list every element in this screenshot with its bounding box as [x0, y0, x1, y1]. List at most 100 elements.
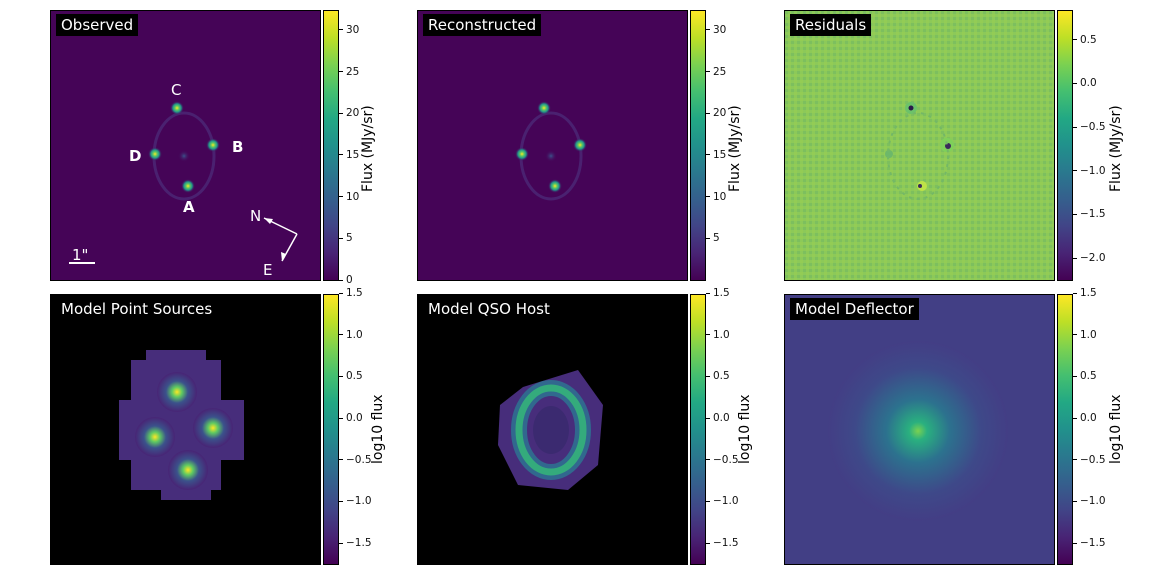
- colorbar-tick: 0.0: [706, 412, 730, 424]
- colorbar-tick: −0.5: [706, 454, 739, 466]
- colorbar-observed: [323, 10, 339, 281]
- colorbar-tick: 30: [706, 24, 726, 36]
- colorbar-tick: 25: [706, 66, 726, 78]
- colorbar-tick-label: 25: [346, 65, 360, 78]
- colorbar-tick-label: 5: [713, 232, 720, 245]
- colorbar-tick: −1.5: [706, 537, 739, 549]
- point-sources-heatmap: [51, 295, 320, 564]
- image-c-spot: [170, 101, 184, 115]
- colorbar-tick: 1.0: [706, 329, 730, 341]
- colorbar-tick-label: 1.5: [1080, 287, 1097, 299]
- colorbar-tick-label: 1.0: [713, 328, 730, 341]
- observed-heatmap: [51, 11, 320, 280]
- scale-bar-label: 1": [72, 246, 89, 264]
- colorbar-tick-label: 30: [713, 23, 727, 36]
- colorbar-tick: −1.5: [1073, 537, 1106, 549]
- colorbar-tick-label: 0.5: [713, 370, 730, 383]
- deflector-heatmap: [785, 295, 1054, 564]
- colorbar-tick: 1.5: [339, 287, 363, 299]
- panel-title-deflector: Model Deflector: [790, 298, 919, 320]
- colorbar-tick-label: −1.0: [713, 495, 739, 508]
- colorbar-tick: −1.5: [1073, 208, 1106, 220]
- colorbar-tick: −1.0: [1073, 165, 1106, 177]
- colorbar-tick-label: 5: [346, 232, 353, 245]
- colorbar-tick-label: −1.5: [1080, 208, 1106, 221]
- colorbar-ticks-deflector: 1.5 1.0 0.5 0.0 −0.5 −1.0 −1.5: [1073, 287, 1113, 565]
- image-a-spot: [181, 179, 195, 193]
- colorbar-qso-host: [690, 294, 706, 565]
- colorbar-tick-label: 1.0: [1080, 328, 1097, 341]
- compass-north: N: [250, 207, 262, 225]
- colorbar-tick: 1.0: [339, 329, 363, 341]
- colorbar-tick: 10: [339, 191, 359, 203]
- colorbar-tick-label: −1.5: [1080, 537, 1106, 550]
- colorbar-tick: −1.0: [339, 495, 372, 507]
- image-d-spot: [148, 147, 162, 161]
- colorbar-tick: 0.5: [1073, 34, 1097, 46]
- colorbar-label-qso-host: log10 flux: [737, 394, 753, 464]
- colorbar-tick: −1.5: [339, 537, 372, 549]
- colorbar-tick: 0.0: [339, 412, 363, 424]
- colorbar-tick: 5: [706, 232, 720, 244]
- image-label-d: D: [129, 147, 142, 165]
- panel-title-residuals: Residuals: [790, 14, 872, 36]
- colorbar-tick-label: 0: [346, 274, 353, 286]
- colorbar-tick-label: 20: [346, 107, 360, 120]
- residuals-heatmap: [785, 11, 1054, 280]
- colorbar-tick-label: −0.5: [1080, 121, 1106, 134]
- qso-host-image: Model QSO Host: [417, 294, 688, 565]
- colorbar-tick-label: 30: [346, 23, 360, 36]
- colorbar-tick: −1.0: [706, 495, 739, 507]
- colorbar-tick: −0.5: [1073, 121, 1106, 133]
- colorbar-point-sources: [323, 294, 339, 565]
- qso-host-heatmap: [418, 295, 687, 564]
- colorbar-label-point-sources: log10 flux: [370, 394, 386, 464]
- colorbar-ticks-qso-host: 1.5 1.0 0.5 0.0 −0.5 −1.0 −1.5: [706, 287, 746, 565]
- colorbar-tick: 10: [706, 191, 726, 203]
- colorbar-tick-label: −0.5: [713, 453, 739, 466]
- colorbar-label-deflector: log10 flux: [1108, 394, 1124, 464]
- reconstructed-heatmap: [418, 11, 687, 280]
- colorbar-tick: 15: [339, 149, 359, 161]
- colorbar-ticks-reconstructed: 30 25 20 15 10 5: [706, 10, 736, 281]
- colorbar-tick-label: 0.0: [1080, 412, 1097, 425]
- colorbar-tick: 0: [339, 274, 353, 286]
- colorbar-tick: 0.0: [1073, 77, 1097, 89]
- colorbar-ticks-observed: 30 25 20 15 10 5 0: [339, 10, 369, 286]
- colorbar-tick-label: 0.5: [1080, 33, 1097, 46]
- panel-title-qso-host: Model QSO Host: [423, 298, 555, 320]
- colorbar-tick-label: −1.5: [713, 537, 739, 550]
- colorbar-tick: 1.5: [706, 287, 730, 299]
- colorbar-label-observed: Flux (MJy/sr): [360, 105, 376, 192]
- colorbar-tick-label: 1.0: [346, 328, 363, 341]
- colorbar-tick-label: −1.0: [346, 495, 372, 508]
- colorbar-tick: −0.5: [1073, 454, 1106, 466]
- panel-title-point-sources: Model Point Sources: [56, 298, 218, 320]
- colorbar-tick: −1.0: [1073, 495, 1106, 507]
- residuals-image: Residuals: [784, 10, 1055, 281]
- colorbar-tick: 1.0: [1073, 329, 1097, 341]
- colorbar-label-residuals: Flux (MJy/sr): [1108, 105, 1124, 192]
- colorbar-tick: 5: [339, 232, 353, 244]
- reconstructed-image: Reconstructed: [417, 10, 688, 281]
- colorbar-tick-label: 15: [713, 148, 727, 161]
- panel-title-reconstructed: Reconstructed: [423, 14, 542, 36]
- colorbar-tick-label: −1.0: [1080, 495, 1106, 508]
- colorbar-tick: 0.5: [339, 370, 363, 382]
- colorbar-tick-label: −1.0: [1080, 164, 1106, 177]
- colorbar-tick-label: 0.0: [1080, 77, 1097, 90]
- compass-east: E: [263, 261, 273, 279]
- colorbar-tick-label: 25: [713, 65, 727, 78]
- colorbar-label-reconstructed: Flux (MJy/sr): [727, 105, 743, 192]
- colorbar-tick: 0.0: [1073, 412, 1097, 424]
- colorbar-tick-label: −0.5: [346, 453, 372, 466]
- image-label-c: C: [171, 81, 182, 99]
- colorbar-tick-label: 10: [346, 190, 360, 203]
- colorbar-tick-label: 20: [713, 107, 727, 120]
- point-sources-image: Model Point Sources: [50, 294, 321, 565]
- colorbar-ticks-residuals: 0.5 0.0 −0.5 −1.0 −1.5 −2.0: [1073, 10, 1113, 281]
- colorbar-tick-label: 0.5: [1080, 370, 1097, 383]
- colorbar-tick: −2.0: [1073, 252, 1106, 264]
- colorbar-tick-label: −2.0: [1080, 252, 1106, 265]
- colorbar-tick: 1.5: [1073, 287, 1097, 299]
